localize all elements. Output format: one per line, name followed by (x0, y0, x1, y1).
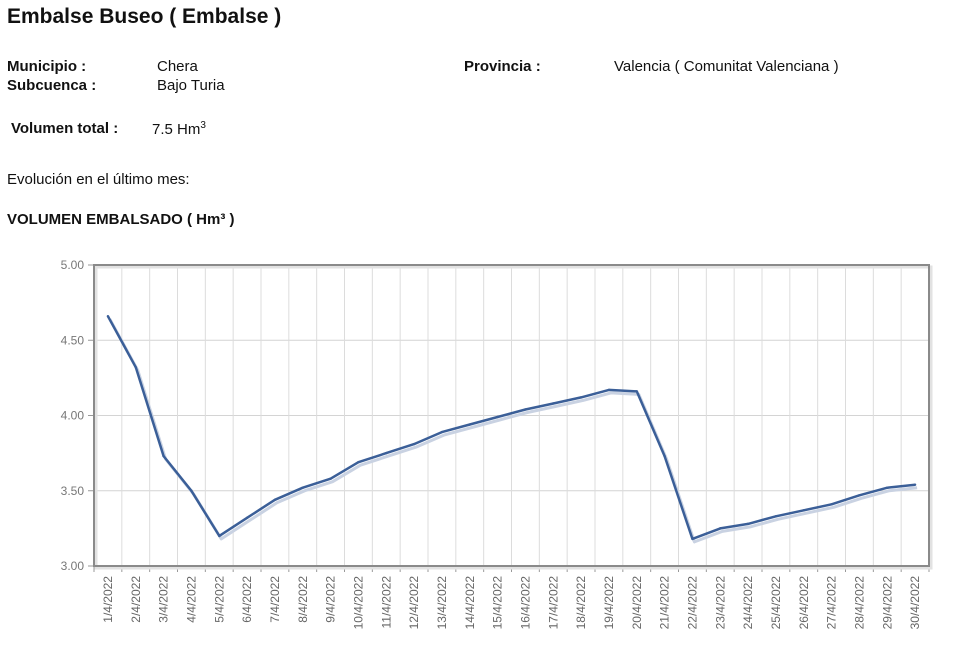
page-title: Embalse Buseo ( Embalse ) (7, 5, 282, 28)
subcuenca-value: Bajo Turia (157, 77, 225, 94)
x-tick-label: 8/4/2022 (296, 576, 310, 623)
data-point (746, 522, 750, 526)
data-point (385, 451, 388, 455)
data-point (719, 527, 722, 530)
data-point (635, 390, 638, 393)
data-point (579, 396, 583, 399)
series-line-shadow (108, 318, 918, 544)
data-point (273, 498, 277, 501)
provincia-label: Provincia : (464, 58, 541, 75)
x-tick-label: 1/4/2022 (101, 576, 115, 623)
chart-heading: VOLUMEN EMBALSADO ( Hm³ ) (7, 211, 235, 228)
x-tick-label: 9/4/2022 (324, 576, 338, 623)
data-point (134, 366, 137, 369)
x-tick-label: 14/4/2022 (463, 576, 477, 630)
provincia-value: Valencia ( Comunitat Valenciana ) (614, 58, 839, 75)
series-line (106, 315, 916, 541)
subcuenca-label: Subcuenca : (7, 77, 97, 94)
x-tick-label: 25/4/2022 (769, 576, 783, 630)
x-tick-label: 16/4/2022 (518, 576, 532, 630)
data-point (524, 408, 527, 411)
volume-line-chart: 5.00 4.50 4.00 3.50 3.00 1/4/2022 2/4/2022 3/4/… (61, 258, 933, 630)
volumen-total-label: Volumen total : (11, 120, 119, 137)
data-point (357, 460, 360, 464)
x-tick-label: 30/4/2022 (908, 576, 922, 630)
data-point (913, 483, 917, 486)
data-point (830, 503, 833, 506)
y-tick-label: 4.50 (61, 333, 85, 347)
x-tick-label: 15/4/2022 (491, 576, 505, 630)
x-tick-label: 22/4/2022 (685, 576, 699, 630)
x-tick-label: 6/4/2022 (240, 576, 254, 623)
y-tick-label: 5.00 (61, 258, 85, 272)
data-point (691, 537, 694, 541)
volumen-exponent: 3 (200, 120, 206, 131)
x-tick-label: 3/4/2022 (157, 576, 171, 623)
x-tick-label: 7/4/2022 (268, 576, 282, 623)
data-point (802, 509, 805, 512)
data-point (886, 486, 889, 489)
data-point (607, 388, 611, 392)
x-tick-label: 24/4/2022 (741, 576, 755, 630)
x-tick-label: 13/4/2022 (435, 576, 449, 630)
x-tick-label: 27/4/2022 (825, 576, 839, 630)
x-tick-label: 11/4/2022 (379, 576, 393, 629)
y-tick-label: 3.00 (61, 559, 85, 573)
x-tick-label: 26/4/2022 (797, 576, 811, 630)
x-tick-label: 17/4/2022 (546, 576, 560, 630)
data-point (440, 430, 444, 434)
municipio-label: Municipio : (7, 58, 87, 75)
data-point (468, 423, 471, 426)
x-tick-label: 21/4/2022 (658, 576, 672, 630)
municipio-value: Chera (157, 58, 198, 75)
data-point (106, 314, 110, 318)
data-point (663, 454, 666, 458)
y-tick-label: 3.50 (61, 484, 85, 498)
x-tick-label: 10/4/2022 (351, 576, 365, 630)
data-point (301, 486, 304, 489)
evolution-text: Evolución en el último mes: (7, 171, 190, 188)
data-point (329, 477, 332, 480)
data-point (496, 415, 499, 419)
data-point (774, 515, 778, 518)
x-tick-label: 4/4/2022 (184, 576, 198, 623)
data-point (190, 489, 193, 492)
x-tick-label: 5/4/2022 (212, 576, 226, 623)
volumen-number: 7.5 Hm (152, 121, 201, 138)
x-tick-label: 28/4/2022 (852, 576, 866, 630)
data-point (162, 454, 165, 458)
volumen-total-value: 7.5 Hm3 (152, 120, 206, 139)
data-point (412, 442, 416, 446)
data-point (552, 402, 555, 405)
data-point (218, 534, 221, 538)
plot-frame-shadow (94, 265, 933, 570)
x-tick-label: 19/4/2022 (602, 576, 616, 630)
x-tick-label: 20/4/2022 (630, 576, 644, 630)
x-tick-label: 23/4/2022 (713, 576, 727, 630)
y-tick-label: 4.00 (61, 409, 85, 423)
x-tick-label: 12/4/2022 (407, 576, 421, 630)
x-tick-label: 2/4/2022 (129, 576, 143, 623)
data-point (858, 494, 861, 497)
x-tick-label: 18/4/2022 (574, 576, 588, 630)
plot-frame (93, 264, 930, 567)
data-point (245, 516, 249, 520)
x-tick-label: 29/4/2022 (880, 576, 894, 630)
